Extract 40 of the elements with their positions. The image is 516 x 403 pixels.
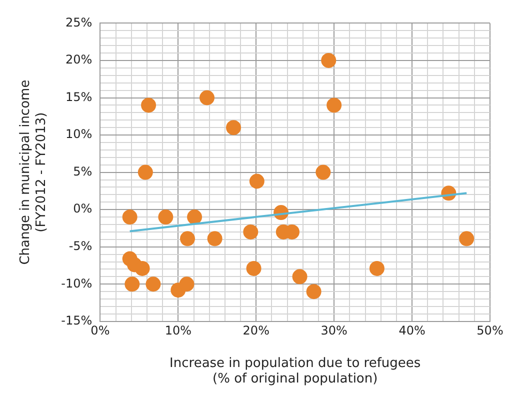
point (321, 52, 336, 68)
point (459, 231, 474, 246)
y-tick-label: -10% (61, 276, 92, 290)
point (187, 210, 202, 225)
y-tick-label: 15% (66, 90, 92, 104)
y-tick-label: 25% (66, 15, 92, 30)
y-tick-label: 10% (66, 127, 92, 142)
y-tick-label: 0% (73, 202, 92, 216)
point (292, 269, 308, 284)
point (316, 164, 331, 180)
x-tick-label: 10% (164, 324, 192, 338)
point (249, 174, 264, 189)
y-tick-label: -15% (61, 314, 92, 328)
point (243, 224, 258, 240)
point (369, 260, 384, 276)
x-tick-label: 20% (242, 324, 270, 338)
point (246, 260, 262, 276)
point (179, 276, 194, 292)
point (226, 120, 242, 136)
point (122, 210, 138, 225)
point (158, 210, 174, 225)
point (326, 98, 342, 113)
point (207, 231, 222, 246)
point (124, 276, 140, 292)
point (146, 276, 161, 292)
x-tick-label: 30% (320, 324, 348, 338)
point (180, 231, 196, 246)
point (141, 98, 156, 113)
x-tick-label: 0% (90, 324, 110, 338)
x-tick-label: 50% (476, 324, 504, 338)
x-tick-label: 40% (398, 324, 426, 338)
y-axis-title: Change in municipal income (FY2012 - FY2013) (18, 80, 49, 265)
point (200, 90, 215, 106)
point (306, 284, 322, 300)
y-tick-label: -5% (68, 238, 92, 253)
point (138, 164, 153, 180)
y-tick-label: 20% (66, 52, 92, 67)
point (134, 260, 150, 276)
y-tick-label: 5% (73, 164, 92, 178)
x-axis-title: Increase in population due to refugees (% of original population) (170, 356, 421, 387)
